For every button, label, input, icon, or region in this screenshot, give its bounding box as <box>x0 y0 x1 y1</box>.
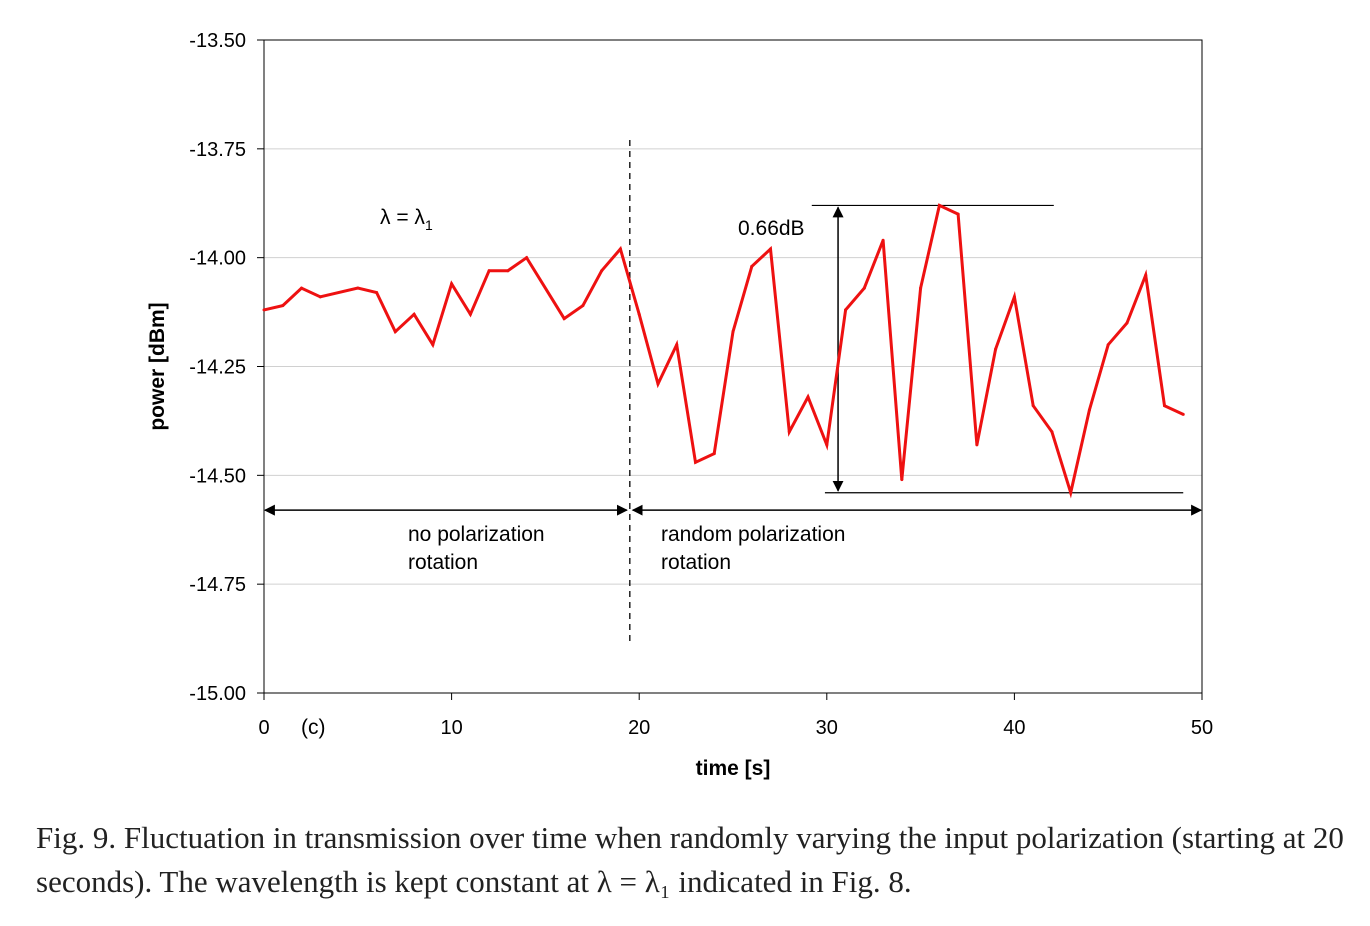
data-point <box>1181 412 1185 416</box>
lambda-annotation-main: λ = λ <box>380 206 425 229</box>
data-point <box>919 286 923 290</box>
chart: -13.50 -13.75 -14.00 -14.25 -14.50 -14.75 -15.… <box>146 30 1213 780</box>
data-point <box>412 312 416 316</box>
grid-lines <box>264 148 1202 585</box>
data-point <box>450 282 454 286</box>
data-point <box>862 286 866 290</box>
data-point <box>581 304 585 308</box>
data-point <box>618 247 622 251</box>
data-point <box>318 295 322 299</box>
x-axis-ticks: 0 10 20 30 40 50 <box>258 693 1213 739</box>
y-tick-label: -14.25 <box>189 357 246 379</box>
data-point <box>525 256 529 260</box>
right-region-label-line2: rotation <box>661 551 731 574</box>
right-region-label-line1: random polarization <box>661 523 845 546</box>
y-axis-ticks: -13.50 -13.75 -14.00 -14.25 -14.50 -14.75 -15.… <box>189 30 264 705</box>
x-axis-title: time [s] <box>696 757 771 780</box>
power-series-line <box>263 203 1184 499</box>
data-point <box>1125 321 1129 325</box>
data-point <box>281 304 285 308</box>
data-point <box>1031 404 1035 408</box>
y-tick-label: -13.50 <box>189 30 246 52</box>
y-tick-label: -14.50 <box>189 465 246 487</box>
y-tick-label: -14.75 <box>189 574 246 596</box>
data-point <box>1069 491 1073 495</box>
data-point <box>375 290 379 294</box>
x-tick-label: 10 <box>440 717 462 739</box>
y-tick-label: -14.00 <box>189 248 246 270</box>
data-point <box>1087 408 1091 412</box>
data-point <box>262 308 266 312</box>
data-point <box>656 382 660 386</box>
data-point <box>431 343 435 347</box>
x-tick-label: 40 <box>1003 717 1025 739</box>
data-point <box>712 452 716 456</box>
data-point <box>562 317 566 321</box>
data-point <box>731 330 735 334</box>
data-point <box>506 269 510 273</box>
data-point <box>844 308 848 312</box>
x-tick-label: 50 <box>1191 717 1213 739</box>
data-point <box>600 269 604 273</box>
data-point <box>675 343 679 347</box>
data-point <box>693 460 697 464</box>
data-point <box>487 269 491 273</box>
x-tick-label: 0 <box>258 717 269 739</box>
data-point <box>300 286 304 290</box>
left-region-label-line1: no polarization <box>408 523 545 546</box>
data-series <box>262 203 1185 499</box>
data-point <box>1012 295 1016 299</box>
y-tick-label: -13.75 <box>189 139 246 161</box>
data-point <box>975 443 979 447</box>
data-point <box>825 443 829 447</box>
panel-label: (c) <box>301 716 326 739</box>
data-point <box>356 286 360 290</box>
lambda-annotation-subscript: 1 <box>425 217 433 233</box>
figure-caption: Fig. 9. Fluctuation in transmission over… <box>36 820 1344 899</box>
data-point <box>787 430 791 434</box>
data-point <box>769 247 773 251</box>
data-point <box>1144 273 1148 277</box>
data-point <box>881 238 885 242</box>
data-point <box>1106 343 1110 347</box>
range-annotation-label: 0.66dB <box>738 217 805 240</box>
lambda-annotation: λ = λ1 <box>380 206 433 233</box>
data-point <box>937 203 941 207</box>
data-point <box>393 330 397 334</box>
data-point <box>956 212 960 216</box>
data-point <box>637 312 641 316</box>
data-point <box>468 312 472 316</box>
data-point <box>994 347 998 351</box>
y-axis-title: power [dBm] <box>146 302 169 430</box>
data-point <box>1162 404 1166 408</box>
left-region-label-line2: rotation <box>408 551 478 574</box>
y-tick-label: -15.00 <box>189 683 246 705</box>
data-point <box>900 478 904 482</box>
annotations <box>263 140 1203 646</box>
data-point <box>750 264 754 268</box>
x-tick-label: 30 <box>816 717 838 739</box>
data-point <box>1050 430 1054 434</box>
data-point <box>806 395 810 399</box>
x-tick-label: 20 <box>628 717 650 739</box>
